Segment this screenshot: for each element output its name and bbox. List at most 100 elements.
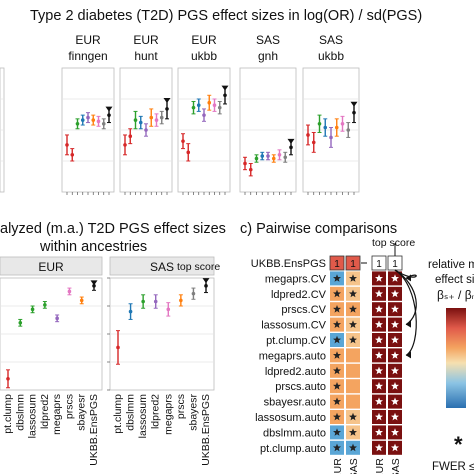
matrix-cell (346, 348, 360, 363)
x-tick-label: ldpred2 (150, 394, 162, 429)
row-label: sbayesr.auto (264, 397, 326, 409)
point (141, 299, 145, 304)
significance-star (333, 320, 341, 328)
point (179, 298, 183, 303)
row-label: megaprs.CV (265, 273, 327, 285)
significance-star (349, 274, 357, 282)
significance-star (375, 443, 383, 452)
point (311, 140, 316, 145)
matrix-cell (346, 363, 360, 378)
header-cell (371, 255, 387, 271)
point (196, 103, 201, 107)
significance-star (349, 443, 357, 452)
significance-star (375, 320, 383, 328)
point (79, 298, 84, 303)
point (67, 289, 72, 294)
strip-label-ancestry: EUR (133, 33, 159, 47)
significance-star (391, 305, 399, 313)
point (191, 291, 196, 296)
point (107, 113, 111, 117)
significance-star (391, 382, 399, 390)
panel-b-strip-label: SAS (150, 260, 174, 274)
significance-star (375, 428, 383, 436)
significance-star (349, 428, 357, 436)
point (223, 93, 227, 98)
x-tick-label: sbayesr (187, 393, 199, 430)
point (6, 377, 10, 381)
panel-b-strip-0 (0, 256, 103, 276)
point (217, 105, 222, 110)
significance-star (391, 366, 399, 375)
point (260, 154, 265, 158)
header-cell (329, 255, 345, 271)
point (207, 100, 212, 105)
point (248, 167, 253, 172)
significance-star (391, 443, 399, 452)
panel-b-strip-1 (109, 256, 215, 276)
row-label: ldpred2.CV (271, 289, 327, 301)
top-panel-group: EUR finngen EUR hunt EUR ukbb SAS gnh SAS ukbb (0, 33, 360, 195)
header-value: 1 (392, 259, 398, 270)
point (212, 103, 217, 107)
x-tick-label: lassosum (137, 394, 149, 439)
point (128, 134, 133, 138)
x-tick-label: ldpred2 (39, 394, 51, 429)
significance-star (333, 412, 341, 421)
significance-star (349, 412, 357, 421)
x-tick-label: megaprs (51, 394, 63, 435)
point (165, 107, 169, 111)
x-tick-label: UKBB.EnsPGS (88, 394, 100, 466)
row-label: pt.clump.CV (266, 335, 327, 347)
point (317, 122, 322, 126)
point (43, 303, 47, 307)
row-label: megaprs.auto (259, 350, 326, 362)
top-title: Type 2 diabetes (T2D) PGS effect sizes i… (30, 8, 422, 24)
point (204, 284, 208, 288)
point (18, 321, 23, 325)
significance-star (333, 335, 341, 344)
top-score-marker (202, 278, 210, 284)
significance-star (349, 305, 357, 313)
top-score-marker (163, 98, 171, 103)
strip-label-ancestry: EUR (75, 33, 101, 47)
point (65, 143, 69, 147)
strip-label-cohort: hunt (134, 49, 158, 63)
legend-colorbar (446, 308, 466, 408)
point (271, 156, 276, 161)
point (144, 128, 148, 132)
significance-star (349, 335, 357, 344)
x-tick-label: dbslmm (125, 394, 137, 431)
significance-star (391, 428, 399, 436)
significance-star (375, 366, 383, 375)
point (266, 154, 270, 158)
strip-label-ancestry: EUR (191, 33, 217, 47)
strip-label-cohort: gnh (258, 49, 278, 63)
row-label: prscs.CV (281, 304, 326, 316)
significance-star (333, 443, 341, 452)
point (306, 133, 310, 137)
panel-b-title-2: within ancestries (39, 239, 147, 255)
point (202, 113, 206, 117)
row-label: lassosum.CV (261, 320, 326, 332)
significance-star (333, 274, 341, 282)
top-score-label-b: top score (177, 261, 220, 273)
top-score-marker (105, 106, 113, 112)
point (159, 115, 164, 120)
point (181, 139, 185, 143)
significance-star (391, 397, 399, 405)
legend-formula: βₛ₊ / βₙ (437, 288, 474, 302)
point (283, 155, 288, 160)
strip-label-cohort: ukbb (191, 49, 217, 63)
point (289, 145, 293, 150)
significance-star (333, 351, 341, 359)
row-label: pt.clump.auto (260, 443, 326, 455)
point (334, 125, 339, 130)
column-label: EUR (374, 458, 386, 474)
x-tick-label: pt.clump (2, 394, 14, 434)
row-label: UKBB.EnsPGS (251, 258, 326, 270)
point (352, 110, 356, 115)
significance-star (391, 289, 399, 298)
point (340, 122, 345, 126)
significance-star (333, 366, 341, 375)
